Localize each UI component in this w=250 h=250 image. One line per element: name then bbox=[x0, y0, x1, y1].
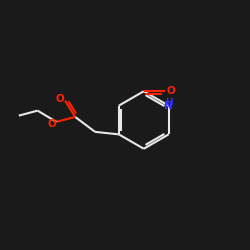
Text: O: O bbox=[56, 94, 64, 104]
Text: H: H bbox=[166, 98, 173, 107]
Text: O: O bbox=[48, 119, 56, 129]
Text: O: O bbox=[166, 86, 175, 96]
Text: N: N bbox=[164, 100, 173, 110]
